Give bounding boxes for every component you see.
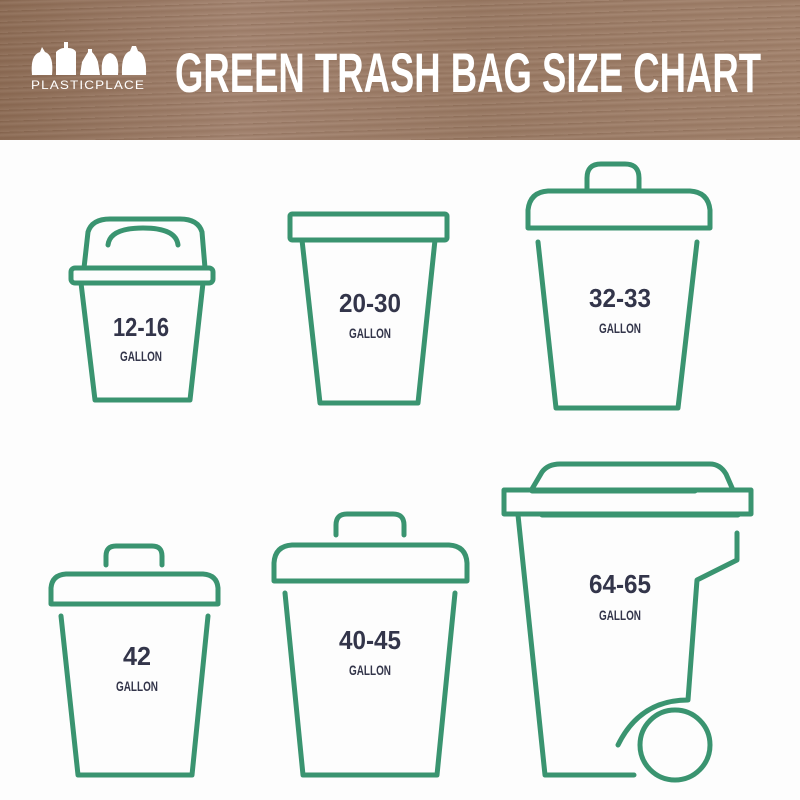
logo-text: PLASTICPLACE	[31, 78, 145, 92]
bin-size-label: 42	[123, 641, 151, 671]
bin-size-label: 12-16	[113, 312, 169, 342]
bin-42-icon	[48, 543, 221, 778]
plasticplace-logo: PLASTICPLACE	[31, 42, 147, 92]
bin-20-30-icon	[287, 211, 450, 406]
bin-64-65-icon	[501, 461, 754, 783]
bin-unit-label: GALLON	[349, 325, 391, 341]
bin-unit-label: GALLON	[120, 348, 162, 364]
bin-size-label: 20-30	[339, 288, 401, 318]
bin-12-16-icon	[68, 216, 216, 403]
bin-size-label: 40-45	[339, 625, 401, 655]
bin-size-label: 32-33	[589, 283, 651, 313]
bin-unit-label: GALLON	[599, 320, 641, 336]
bin-size-label: 64-65	[589, 569, 651, 599]
bin-32-33-icon	[525, 161, 713, 411]
bin-40-45-icon	[271, 511, 470, 778]
page-title: GREEN TRASH BAG SIZE CHART	[175, 41, 761, 104]
bin-unit-label: GALLON	[349, 662, 391, 678]
bin-unit-label: GALLON	[599, 607, 641, 623]
bin-unit-label: GALLON	[116, 678, 158, 694]
